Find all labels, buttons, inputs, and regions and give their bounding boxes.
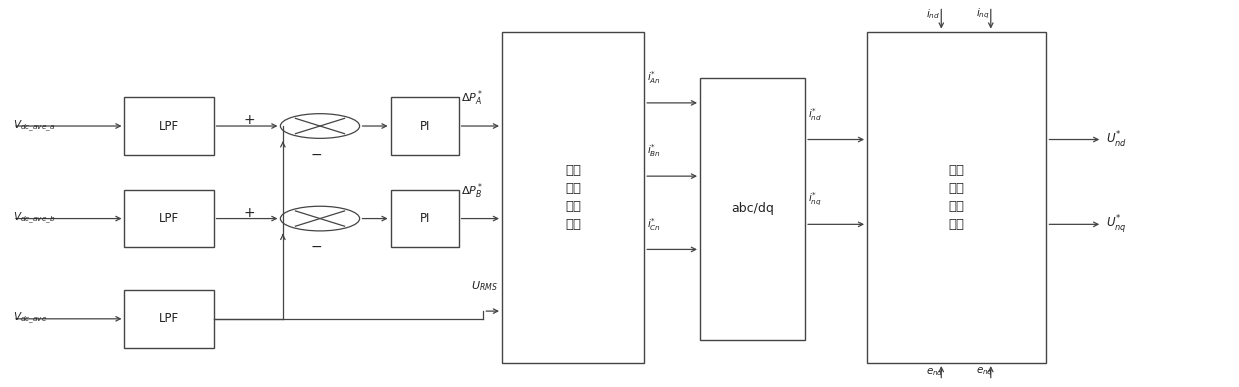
Text: $V_{dc\_ave}$: $V_{dc\_ave}$	[14, 311, 47, 326]
Text: $V_{dc\_ave\_a}$: $V_{dc\_ave\_a}$	[14, 118, 56, 134]
Bar	[124, 97, 213, 155]
Bar	[502, 32, 644, 363]
Bar	[700, 78, 805, 340]
Text: $U_{nd}^{*}$: $U_{nd}^{*}$	[1106, 129, 1127, 150]
Text: $i_{nd}$: $i_{nd}$	[927, 7, 940, 21]
Text: $i_{An}^{*}$: $i_{An}^{*}$	[647, 69, 660, 86]
Bar	[124, 290, 213, 348]
Text: PI: PI	[419, 120, 430, 132]
Text: $U_{RMS}$: $U_{RMS}$	[471, 279, 498, 293]
Text: $i_{Bn}^{*}$: $i_{Bn}^{*}$	[647, 143, 660, 159]
Text: LPF: LPF	[159, 120, 180, 132]
Text: abc/dq: abc/dq	[731, 202, 774, 216]
Text: LPF: LPF	[159, 212, 180, 225]
Text: LPF: LPF	[159, 312, 180, 325]
Text: $\Delta P_A^*$: $\Delta P_A^*$	[461, 89, 483, 108]
Text: $i_{nq}^{*}$: $i_{nq}^{*}$	[808, 190, 821, 208]
Text: $e_{nq}$: $e_{nq}$	[976, 365, 994, 378]
Text: $+$: $+$	[243, 113, 255, 127]
Text: $-$: $-$	[310, 147, 322, 161]
Bar	[124, 190, 213, 247]
Text: $i_{nd}^{*}$: $i_{nd}^{*}$	[808, 106, 821, 123]
Bar	[390, 97, 458, 155]
Text: $+$: $+$	[243, 206, 255, 220]
Text: $-$: $-$	[310, 239, 322, 253]
Text: $e_{nd}$: $e_{nd}$	[927, 366, 944, 378]
Bar	[867, 32, 1047, 363]
Text: 负序
电流
指令
运算: 负序 电流 指令 运算	[565, 164, 581, 231]
Text: 负序
电流
解耦
控制: 负序 电流 解耦 控制	[949, 164, 965, 231]
Text: $V_{dc\_ave\_b}$: $V_{dc\_ave\_b}$	[14, 211, 56, 226]
Text: $\Delta P_B^*$: $\Delta P_B^*$	[461, 181, 483, 200]
Bar	[390, 190, 458, 247]
Text: PI: PI	[419, 212, 430, 225]
Text: $U_{nq}^{*}$: $U_{nq}^{*}$	[1106, 213, 1126, 235]
Text: $i_{Cn}^{*}$: $i_{Cn}^{*}$	[647, 216, 660, 233]
Text: $i_{nq}$: $i_{nq}$	[976, 7, 990, 21]
